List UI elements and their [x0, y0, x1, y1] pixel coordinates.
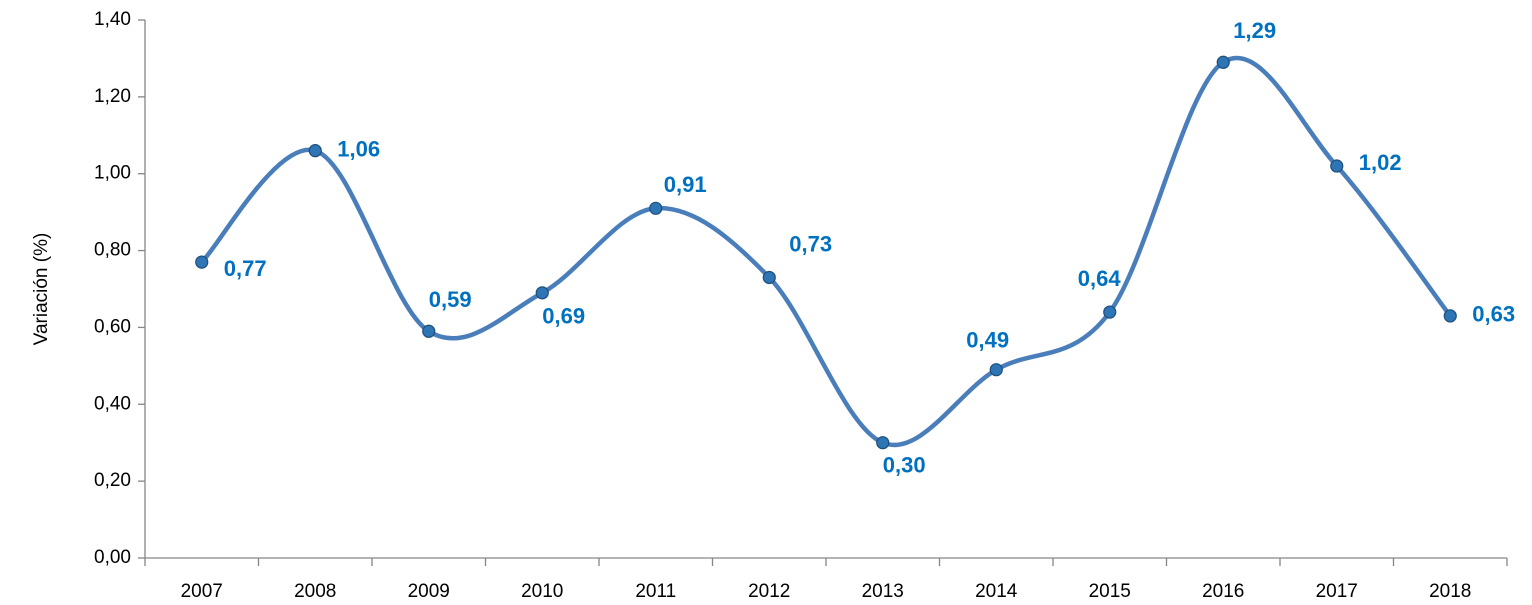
- data-label: 0,73: [789, 231, 832, 256]
- marker: [308, 144, 322, 158]
- x-tick-label: 2009: [408, 581, 450, 602]
- y-tick-label: 1,20: [94, 86, 131, 107]
- marker: [989, 363, 1003, 377]
- y-axis-title: Variación (%): [31, 233, 52, 346]
- line: [200, 55, 1453, 448]
- data-label: 0,59: [429, 287, 472, 312]
- x-tick-label: 2014: [975, 581, 1018, 602]
- y-tick-label: 0,60: [94, 316, 131, 337]
- data-label: 0,30: [883, 453, 926, 478]
- x-tick-label: 2018: [1429, 581, 1471, 602]
- y-tick-label: 0,00: [94, 547, 131, 568]
- data-label: 1,06: [337, 136, 380, 161]
- marker: [1330, 159, 1344, 173]
- x-tick-label: 2007: [181, 581, 223, 602]
- marker: [535, 286, 549, 300]
- marker: [762, 270, 776, 285]
- x-tick-label: 2015: [1089, 581, 1131, 602]
- marker: [422, 324, 436, 338]
- marker: [1103, 305, 1117, 319]
- x-tick-label: 2016: [1202, 581, 1244, 602]
- data-label: 0,63: [1472, 302, 1515, 327]
- data-label: 1,29: [1233, 18, 1276, 43]
- y-tick-label: 0,40: [94, 393, 131, 414]
- y-tick-label: 0,80: [94, 240, 131, 261]
- data-label: 0,69: [542, 304, 585, 329]
- x-tick-label: 2008: [294, 581, 336, 602]
- data-label: 1,02: [1359, 150, 1402, 175]
- x-tick-label: 2010: [521, 581, 563, 602]
- x-tick-label: 2013: [862, 581, 904, 602]
- y-tick-label: 1,00: [94, 163, 131, 184]
- marker: [1443, 309, 1457, 323]
- x-tick-label: 2012: [748, 581, 790, 602]
- marker: [195, 255, 209, 269]
- data-label: 0,49: [966, 328, 1009, 353]
- marker: [649, 201, 663, 215]
- y-tick-label: 0,20: [94, 470, 131, 491]
- marker: [1216, 55, 1230, 69]
- y-tick-label: 1,40: [94, 9, 131, 30]
- marker: [876, 436, 890, 450]
- x-tick-label: 2017: [1316, 581, 1358, 602]
- data-label: 0,77: [224, 256, 267, 281]
- x-tick-label: 2011: [635, 581, 676, 602]
- data-label: 0,64: [1078, 266, 1122, 291]
- data-label: 0,91: [664, 172, 707, 197]
